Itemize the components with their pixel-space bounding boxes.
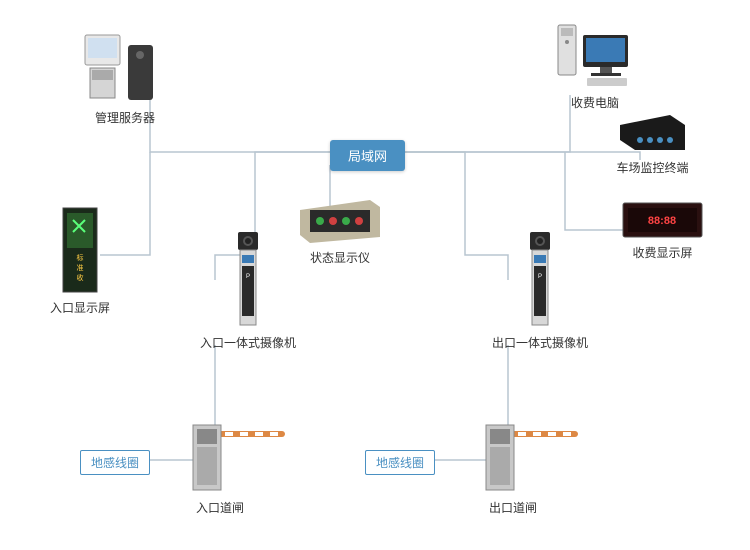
entry-camera-label: 入口一体式摄像机 [200, 334, 296, 351]
node-monitor-terminal: 车场监控终端 [615, 110, 690, 176]
toll-pc-label: 收费电脑 [571, 94, 619, 111]
svg-text:88:88: 88:88 [648, 215, 676, 227]
lan-center-box: 局域网 [330, 140, 405, 171]
pc-icon [555, 20, 635, 90]
node-toll-screen: 88:88 收费显示屏 [620, 200, 705, 261]
svg-text:标: 标 [77, 253, 84, 262]
status-display-icon [295, 195, 385, 245]
terminal-icon [615, 110, 690, 155]
svg-text:准: 准 [77, 263, 84, 272]
toll-screen-label: 收费显示屏 [632, 244, 692, 261]
node-entry-screen: 标 准 收 入口显示屏 [50, 205, 110, 316]
exit-camera-label: 出口一体式摄像机 [492, 334, 588, 351]
status-display-label: 状态显示仪 [310, 249, 370, 266]
exit-camera-icon: P [524, 230, 556, 330]
node-exit-gate: 出口道闸 [468, 405, 588, 516]
toll-screen-icon: 88:88 [620, 200, 705, 240]
svg-text:P: P [538, 274, 542, 280]
entry-camera-icon: P [232, 230, 264, 330]
svg-text:收: 收 [77, 273, 84, 282]
node-entry-gate: 入口道闸 [175, 405, 295, 516]
node-mgmt-server: 管理服务器 [80, 30, 170, 126]
node-entry-camera: P 入口一体式摄像机 [200, 230, 296, 351]
exit-sensor-tag: 地感线圈 [365, 450, 435, 475]
server-icon [80, 30, 170, 105]
monitor-terminal-label: 车场监控终端 [616, 159, 688, 176]
entry-screen-icon: 标 准 收 [55, 205, 105, 295]
entry-gate-label: 入口道闸 [196, 499, 244, 516]
entry-gate-icon [175, 405, 295, 495]
entry-screen-label: 入口显示屏 [50, 299, 110, 316]
exit-gate-label: 出口道闸 [489, 499, 537, 516]
node-toll-pc: 收费电脑 [555, 20, 635, 111]
svg-text:P: P [246, 274, 250, 280]
entry-sensor-tag: 地感线圈 [80, 450, 150, 475]
node-status-display: 状态显示仪 [295, 195, 385, 266]
mgmt-server-label: 管理服务器 [95, 109, 155, 126]
node-exit-camera: P 出口一体式摄像机 [492, 230, 588, 351]
exit-gate-icon [468, 405, 588, 495]
